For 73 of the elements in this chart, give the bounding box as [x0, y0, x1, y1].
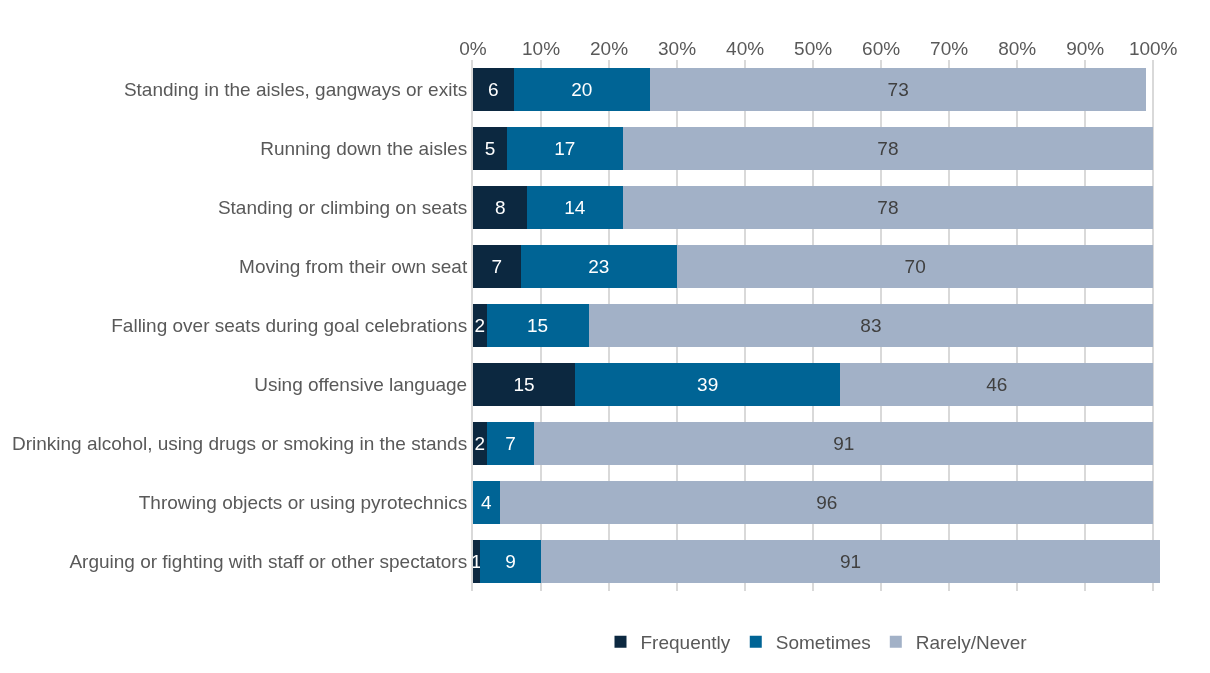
- y-tick-label: Throwing objects or using pyrotechnics: [138, 492, 468, 514]
- y-tick-label: Standing or climbing on seats: [217, 197, 468, 219]
- data-label: 5: [484, 138, 496, 159]
- data-label: 2: [474, 315, 486, 336]
- bar: [840, 363, 1154, 406]
- bar: [513, 68, 650, 111]
- bar: [473, 68, 514, 111]
- bar: [486, 422, 535, 465]
- data-label: 70: [904, 256, 926, 277]
- data-label: 20: [571, 79, 593, 100]
- data-label: 15: [513, 374, 535, 395]
- y-tick-label: Drinking alcohol, using drugs or smoking in the stands: [12, 433, 468, 455]
- bar: [541, 540, 1160, 583]
- data-label: 91: [833, 433, 855, 454]
- bar: [473, 481, 501, 524]
- data-label: 91: [839, 551, 862, 572]
- x-tick-label: 50%: [794, 38, 833, 60]
- data-label: 39: [697, 374, 719, 395]
- bar: [473, 304, 487, 347]
- data-label: 4: [481, 492, 493, 513]
- bar: [520, 245, 678, 288]
- bar: [527, 186, 623, 229]
- y-tick-label: Using offensive language: [254, 374, 468, 396]
- data-label: 2: [474, 433, 486, 454]
- data-label: 78: [877, 197, 899, 218]
- bar: [649, 68, 1147, 111]
- bar: [575, 363, 841, 406]
- bar: [622, 186, 1154, 229]
- data-label: 23: [588, 256, 610, 277]
- bar: [473, 245, 521, 288]
- bar: [486, 304, 589, 347]
- data-label: 7: [505, 433, 516, 454]
- x-tick-label: 0%: [459, 38, 487, 60]
- x-tick-label: 40%: [726, 38, 765, 60]
- legend-label: Frequently: [640, 632, 731, 654]
- data-label: 78: [877, 138, 899, 159]
- bar: [622, 127, 1154, 170]
- bar: [677, 245, 1154, 288]
- x-tick-label: 10%: [522, 38, 561, 60]
- y-tick-label: Moving from their own seat: [239, 256, 468, 278]
- y-tick-label: Falling over seats during goal celebrations: [111, 315, 468, 337]
- x-tick-label: 60%: [862, 38, 901, 60]
- data-label: 7: [491, 256, 503, 277]
- data-label: 46: [986, 374, 1008, 395]
- bar: [473, 186, 528, 229]
- x-tick-label: 80%: [998, 38, 1037, 60]
- data-label: 8: [494, 197, 506, 218]
- data-label: 6: [488, 79, 499, 100]
- legend-label: Sometimes: [775, 632, 871, 654]
- data-label: 73: [887, 79, 909, 100]
- y-tick-label: Running down the aisles: [260, 138, 468, 160]
- bar: [534, 422, 1154, 465]
- bar: [473, 422, 487, 465]
- bar: [500, 481, 1154, 524]
- data-label: 96: [816, 492, 838, 513]
- bar: [473, 363, 576, 406]
- bar: [479, 540, 542, 583]
- x-tick-label: 70%: [930, 38, 969, 60]
- bar: [588, 304, 1154, 347]
- data-label: 83: [860, 315, 882, 336]
- data-label: 15: [527, 315, 549, 336]
- legend-label: Rarely/Never: [915, 632, 1028, 654]
- data-label: 14: [564, 197, 586, 218]
- bar: [473, 127, 508, 170]
- x-tick-label: 30%: [658, 38, 697, 60]
- x-tick-label: 90%: [1066, 38, 1105, 60]
- data-label: 17: [554, 138, 576, 159]
- x-tick-label: 20%: [590, 38, 629, 60]
- bar: [507, 127, 623, 170]
- data-label: 9: [505, 551, 516, 572]
- x-tick-label: 100%: [1128, 38, 1178, 60]
- y-tick-label: Standing in the aisles, gangways or exits: [123, 79, 468, 101]
- y-tick-label: Arguing or fighting with staff or other spectators: [69, 551, 468, 573]
